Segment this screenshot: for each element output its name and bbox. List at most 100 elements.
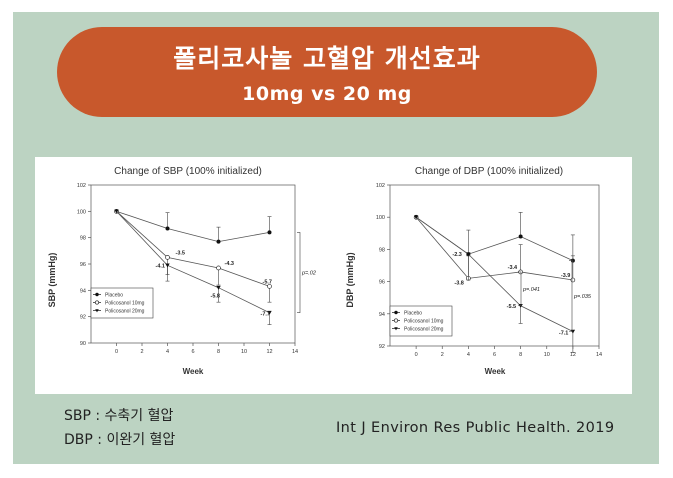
sbp-y-axis-label: SBP (mmHg) — [47, 253, 57, 308]
sbp-x-tick-label: 14 — [292, 349, 298, 355]
dbp-point-placebo — [518, 234, 523, 239]
dbp-data-label-20mg: -2.3 — [452, 252, 461, 258]
dbp-data-label-20mg: -7.1 — [559, 331, 568, 337]
sbp-legend-marker-10mg — [94, 300, 99, 305]
page-subtitle: 10mg vs 20 mg — [242, 83, 412, 105]
dbp-series-line-placebo — [415, 216, 574, 262]
sbp-series-line-placebo — [116, 210, 270, 243]
dbp-legend-marker-20mg — [394, 327, 398, 331]
dbp-y-tick-label: 92 — [379, 344, 385, 350]
dbp-y-tick-label: 98 — [379, 247, 385, 253]
sbp-data-label-20mg: -4.1 — [156, 263, 165, 269]
dbp-x-tick-label: 4 — [467, 352, 470, 358]
dbp-legend-box — [389, 305, 453, 337]
dbp-x-tick-label: 2 — [441, 352, 444, 358]
sbp-series-line-10mg — [116, 211, 270, 287]
dbp-y-axis-label: DBP (mmHg) — [345, 252, 355, 307]
sbp-note: SBP : 수축기 혈압 — [64, 408, 174, 424]
sbp-legend-box — [90, 287, 154, 319]
sbp-x-axis-label: Week — [183, 367, 204, 376]
dbp-data-label-10mg: -3.4 — [508, 265, 518, 271]
dbp-pvalue-bracket — [569, 260, 573, 332]
dbp-pvalue-bracket — [518, 271, 522, 307]
sbp-y-tick-label: 96 — [80, 262, 86, 268]
title-banner: 폴리코사놀 고혈압 개선효과 10mg vs 20 mg — [57, 27, 597, 117]
sbp-legend-label-20mg: Policosanol 20mg — [105, 309, 145, 315]
dbp-x-tick-label: 8 — [519, 352, 522, 358]
sbp-pvalue-bracket — [297, 232, 301, 314]
sbp-plot-frame — [90, 184, 296, 344]
sbp-y-tick-label: 92 — [80, 315, 86, 321]
sbp-point-10mg — [165, 255, 170, 260]
dbp-point-20mg — [413, 215, 419, 220]
sbp-data-label-20mg: -5.8 — [211, 294, 220, 300]
sbp-x-tick-label: 0 — [115, 349, 118, 355]
sbp-y-tick-label: 98 — [80, 236, 86, 242]
dbp-legend-label-placebo: Placebo — [404, 311, 422, 317]
sbp-point-placebo — [165, 226, 170, 231]
dbp-data-label-10mg: -3.8 — [454, 280, 463, 286]
sbp-data-label-20mg: -7.7 — [261, 312, 270, 318]
sbp-pvalue-label: p=.02 — [301, 271, 316, 277]
dbp-point-10mg — [570, 277, 576, 283]
sbp-point-20mg — [114, 209, 119, 214]
dbp-legend-marker-10mg — [393, 318, 398, 323]
dbp-y-tick-label: 100 — [376, 215, 385, 221]
dbp-x-tick-label: 0 — [415, 352, 418, 358]
sbp-y-tick-label: 100 — [77, 209, 86, 215]
dbp-pvalue-label: p=.035 — [573, 294, 592, 300]
dbp-x-axis-label: Week — [485, 367, 506, 376]
sbp-legend-marker-20mg — [95, 309, 99, 313]
sbp-x-tick-label: 12 — [266, 349, 272, 355]
dbp-x-tick-label: 14 — [596, 352, 602, 358]
dbp-note: DBP : 이완기 혈압 — [64, 432, 176, 448]
sbp-point-10mg — [216, 265, 221, 271]
sbp-point-20mg — [216, 285, 221, 290]
sbp-series-line-20mg — [116, 211, 270, 314]
dbp-x-tick-label: 12 — [570, 352, 576, 358]
sbp-data-label-10mg: -5.7 — [263, 279, 272, 285]
charts-svg: Change of SBP (100% initialized) SBP (mm… — [47, 166, 602, 376]
dbp-chart-title: Change of DBP (100% initialized) — [415, 166, 563, 177]
dbp-y-tick-label: 94 — [379, 312, 385, 318]
sbp-y-tick-label: 94 — [80, 288, 86, 294]
sbp-legend-label-placebo: Placebo — [105, 293, 123, 299]
sbp-x-tick-label: 6 — [191, 349, 194, 355]
citation: Int J Environ Res Public Health. 2019 — [336, 420, 615, 436]
dbp-pvalue-label: p=.041 — [522, 287, 540, 293]
dbp-data-label-20mg: -5.5 — [507, 304, 516, 310]
sbp-point-placebo — [267, 230, 272, 235]
sbp-point-20mg — [267, 310, 272, 315]
sbp-point-20mg — [165, 263, 170, 268]
sbp-point-10mg — [267, 284, 272, 289]
sbp-data-label-10mg: -4.3 — [225, 261, 234, 267]
charts-panel: Change of SBP (100% initialized) SBP (mm… — [35, 157, 632, 394]
dbp-y-tick-label: 102 — [376, 183, 385, 189]
dbp-legend-marker-placebo — [394, 310, 398, 315]
sbp-x-tick-label: 8 — [217, 349, 220, 355]
dbp-chart: Change of DBP (100% initialized) DBP (mm… — [345, 166, 602, 376]
dbp-y-tick-label: 96 — [379, 280, 385, 286]
sbp-x-tick-label: 10 — [241, 349, 247, 355]
dbp-x-tick-label: 6 — [493, 352, 496, 358]
dbp-legend: Placebo Policosanol 10mg Policosanol 20m… — [389, 305, 453, 337]
sbp-legend: Placebo Policosanol 10mg Policosanol 20m… — [90, 287, 154, 319]
sbp-x-tick-label: 4 — [166, 349, 169, 355]
sbp-x-tick-label: 2 — [140, 349, 143, 355]
sbp-legend-label-10mg: Policosanol 10mg — [105, 301, 145, 307]
page-title: 폴리코사놀 고혈압 개선효과 — [173, 44, 481, 73]
dbp-series-line-10mg — [415, 216, 573, 281]
sbp-y-tick-label: 102 — [77, 183, 86, 189]
dbp-x-tick-label: 10 — [544, 352, 550, 358]
dbp-legend-label-10mg: Policosanol 10mg — [404, 319, 444, 325]
sbp-legend-marker-placebo — [95, 292, 99, 297]
dbp-legend-label-20mg: Policosanol 20mg — [404, 327, 444, 333]
dbp-point-20mg — [466, 252, 471, 257]
dbp-series-line-20mg — [415, 216, 574, 332]
dbp-data-label-10mg: -3.9 — [561, 273, 570, 279]
sbp-chart-title: Change of SBP (100% initialized) — [114, 166, 262, 177]
sbp-data-label-10mg: -3.5 — [176, 250, 185, 256]
sbp-chart: Change of SBP (100% initialized) SBP (mm… — [47, 166, 316, 376]
sbp-y-tick-label: 90 — [80, 341, 86, 347]
sbp-point-placebo — [216, 239, 221, 244]
